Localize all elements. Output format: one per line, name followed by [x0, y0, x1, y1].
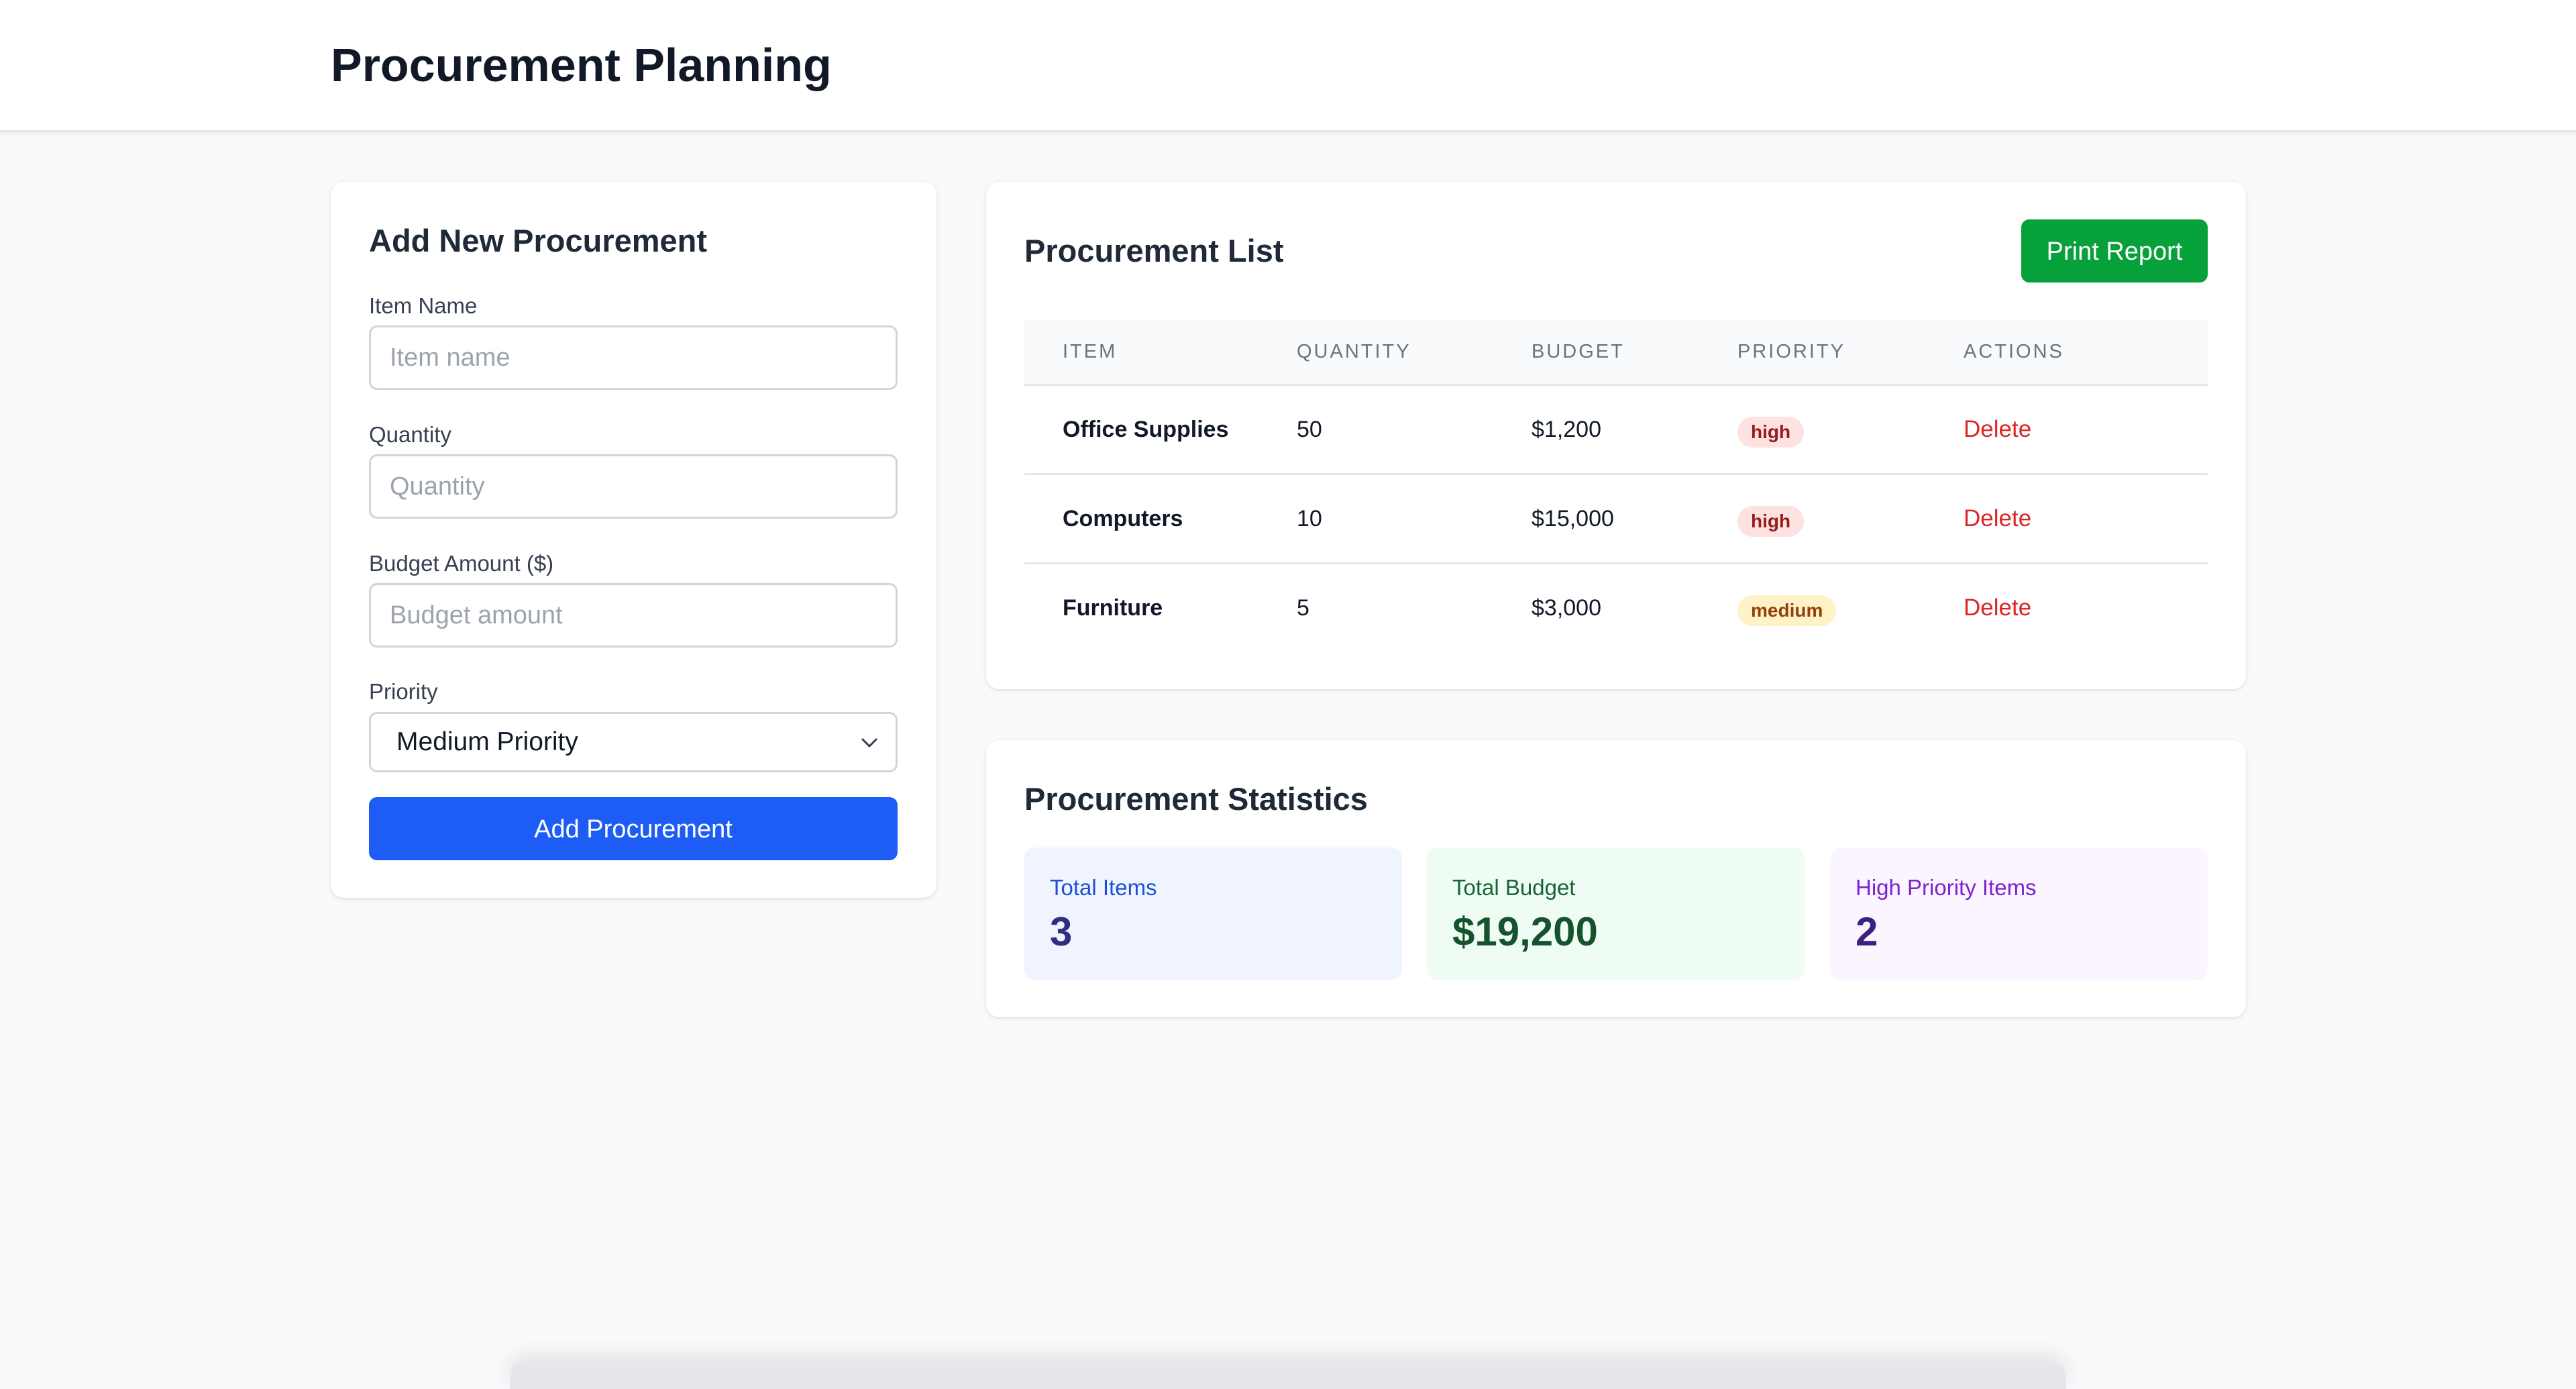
- priority-badge: high: [1737, 506, 1805, 537]
- table-header: ITEM QUANTITY BUDGET PRIORITY ACTIONS: [1024, 319, 2208, 386]
- row-quantity: 5: [1297, 595, 1309, 621]
- priority-selected-value: Medium Priority: [396, 727, 578, 756]
- priority-label: Priority: [369, 679, 438, 704]
- high-priority-stat: High Priority Items 2: [1830, 847, 2208, 980]
- page-title: Procurement Planning: [331, 39, 832, 91]
- item-name-input[interactable]: [369, 325, 898, 390]
- column-header-item: ITEM: [1063, 341, 1118, 362]
- bottom-edge-shadow: [510, 1362, 2066, 1389]
- row-budget: $15,000: [1532, 506, 1614, 531]
- procurement-list-card: Procurement List Print Report ITEM QUANT…: [986, 182, 2246, 689]
- list-title: Procurement List: [1024, 233, 1284, 268]
- total-items-label: Total Items: [1050, 875, 1157, 900]
- column-header-actions: ACTIONS: [1964, 341, 2064, 362]
- total-budget-label: Total Budget: [1452, 875, 1576, 900]
- budget-amount-input[interactable]: [369, 583, 898, 648]
- priority-badge: high: [1737, 417, 1805, 448]
- add-procurement-card: Add New Procurement Item Name Quantity B…: [331, 182, 936, 898]
- form-title: Add New Procurement: [369, 223, 708, 258]
- column-header-priority: PRIORITY: [1737, 341, 1845, 362]
- print-report-button[interactable]: Print Report: [2021, 219, 2208, 282]
- budget-amount-label: Budget Amount ($): [369, 551, 554, 576]
- procurement-table: ITEM QUANTITY BUDGET PRIORITY ACTIONS Of…: [1024, 319, 2208, 652]
- total-budget-value: $19,200: [1452, 909, 1598, 954]
- stats-title: Procurement Statistics: [1024, 781, 1368, 817]
- row-quantity: 10: [1297, 506, 1322, 531]
- row-budget: $1,200: [1532, 417, 1601, 442]
- add-procurement-button[interactable]: Add Procurement: [369, 797, 898, 860]
- row-item-name: Office Supplies: [1063, 417, 1229, 442]
- delete-link[interactable]: Delete: [1964, 416, 2032, 442]
- column-header-budget: BUDGET: [1532, 341, 1625, 362]
- priority-select[interactable]: Medium Priority: [369, 712, 898, 772]
- total-items-stat: Total Items 3: [1024, 847, 1402, 980]
- total-budget-stat: Total Budget $19,200: [1427, 847, 1805, 980]
- quantity-input[interactable]: [369, 454, 898, 519]
- row-item-name: Computers: [1063, 506, 1183, 531]
- delete-link[interactable]: Delete: [1964, 595, 2032, 621]
- total-items-value: 3: [1050, 909, 1073, 954]
- chevron-down-icon: [861, 714, 878, 770]
- row-quantity: 50: [1297, 417, 1322, 442]
- top-header: Procurement Planning: [0, 0, 2576, 132]
- row-item-name: Furniture: [1063, 595, 1163, 621]
- quantity-label: Quantity: [369, 422, 451, 447]
- row-budget: $3,000: [1532, 595, 1601, 621]
- high-priority-label: High Priority Items: [1856, 875, 2037, 900]
- table-row: Office Supplies 50 $1,200 high Delete: [1024, 386, 2208, 475]
- column-header-quantity: QUANTITY: [1297, 341, 1411, 362]
- table-row: Furniture 5 $3,000 medium Delete: [1024, 564, 2208, 652]
- high-priority-value: 2: [1856, 909, 1878, 954]
- priority-badge: medium: [1737, 595, 1837, 626]
- item-name-label: Item Name: [369, 293, 478, 318]
- procurement-statistics-card: Procurement Statistics Total Items 3 Tot…: [986, 740, 2246, 1017]
- delete-link[interactable]: Delete: [1964, 505, 2032, 531]
- table-row: Computers 10 $15,000 high Delete: [1024, 475, 2208, 564]
